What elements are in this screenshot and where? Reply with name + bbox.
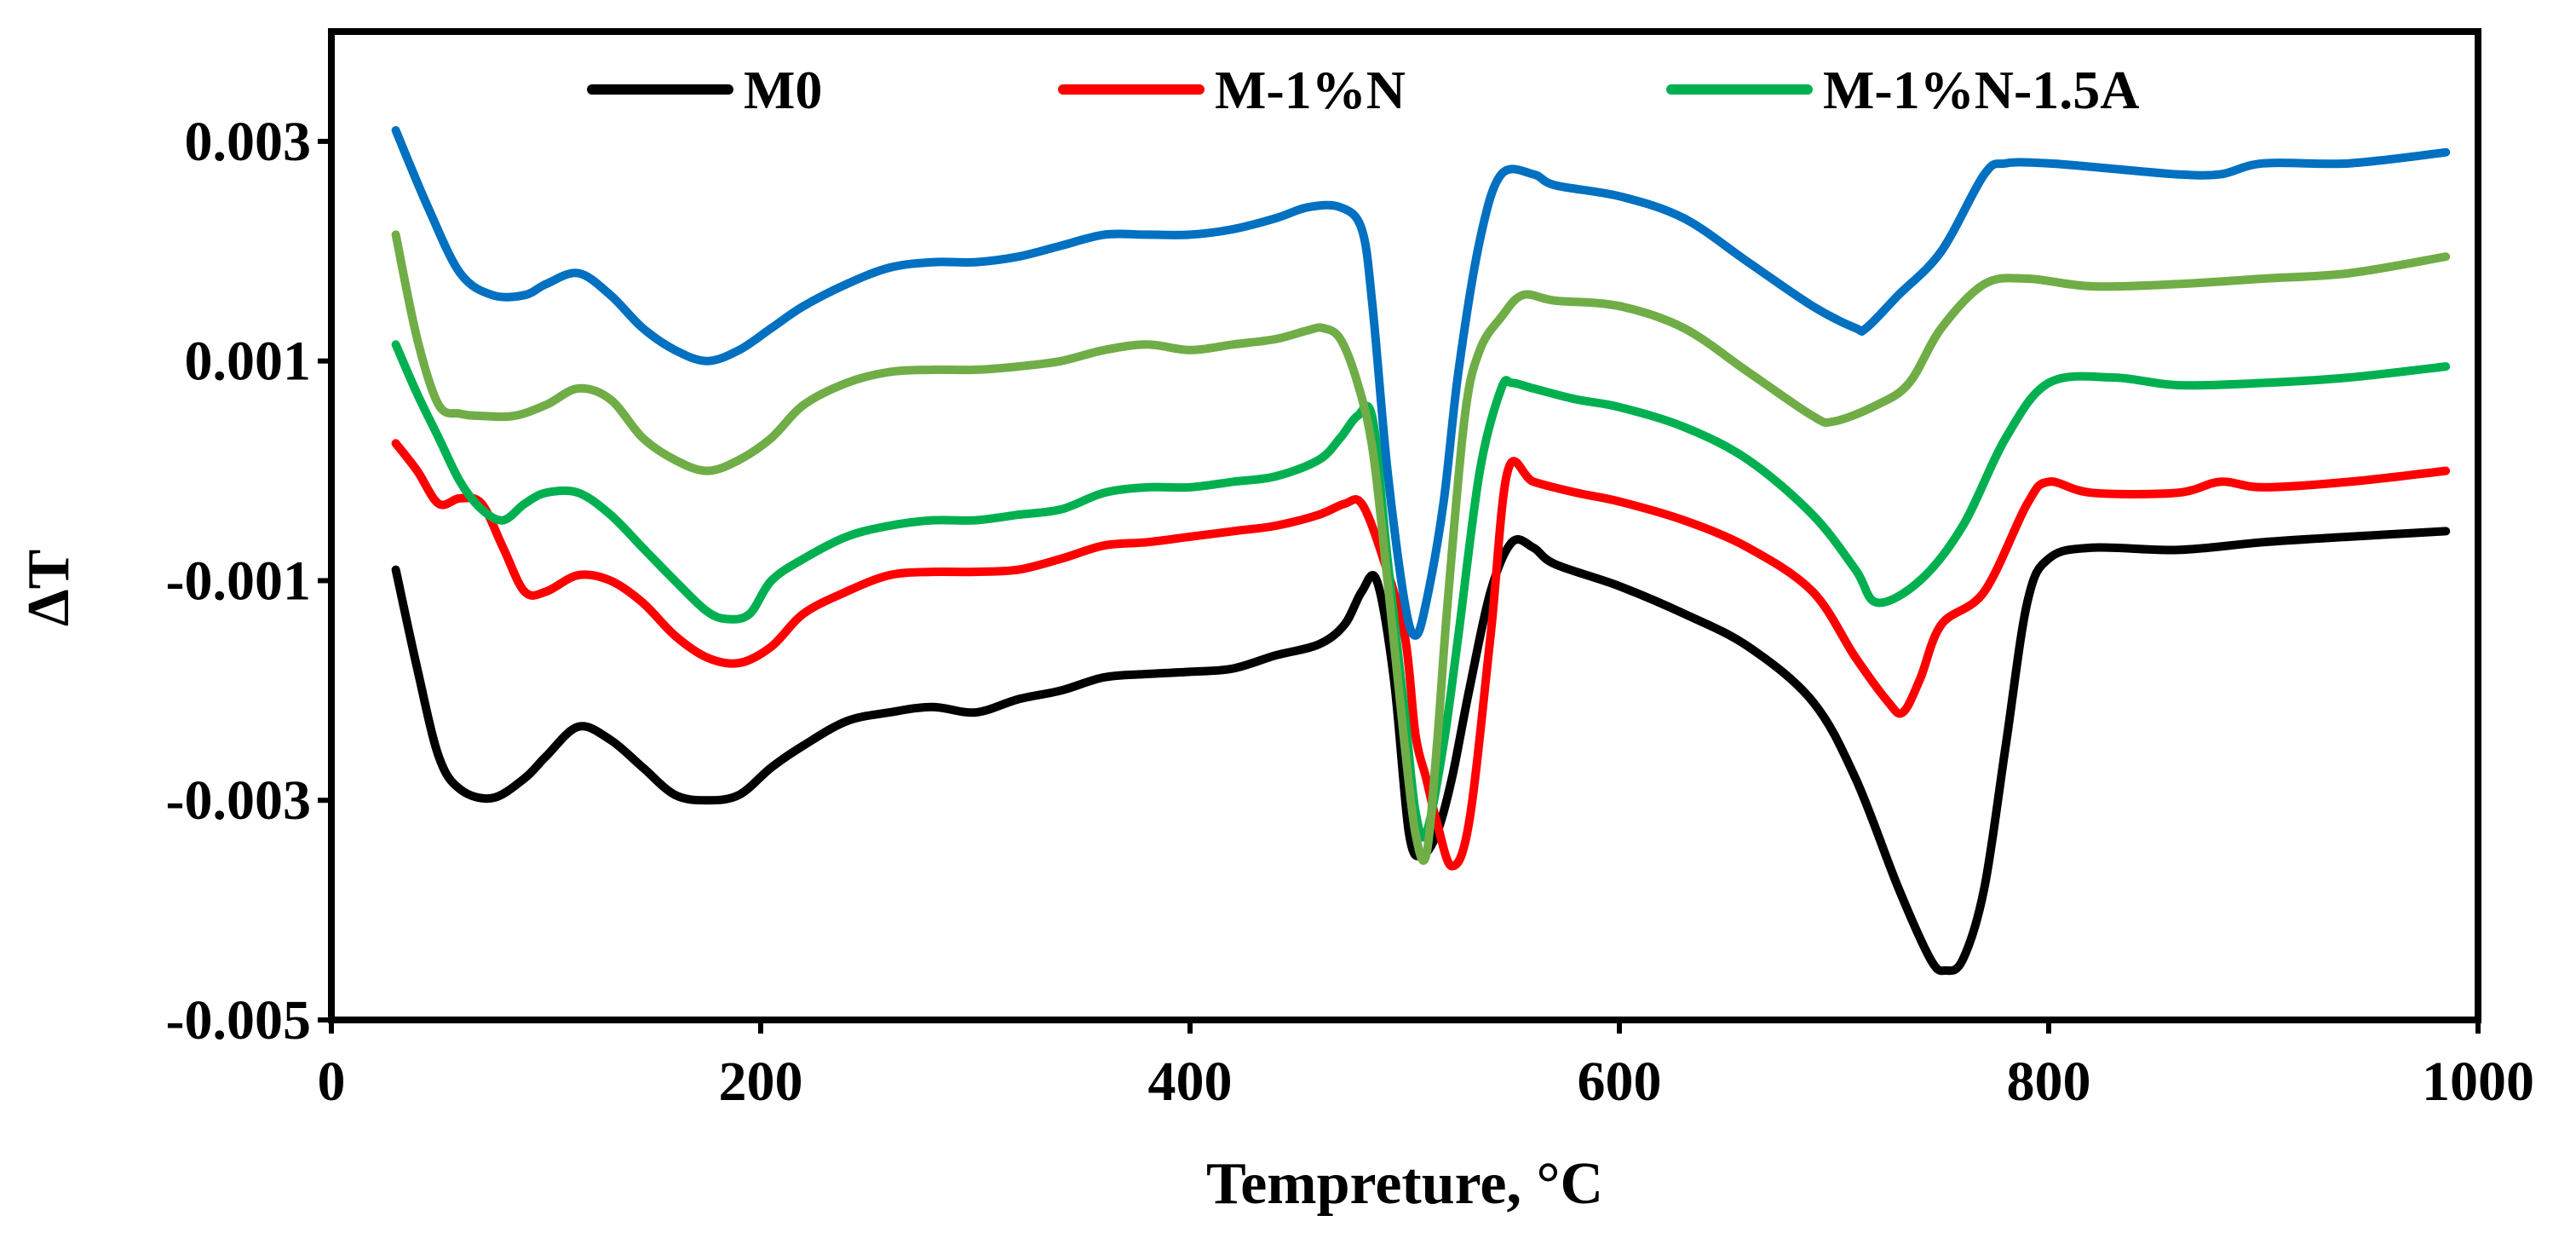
y-tick-label: -0.005 — [166, 989, 311, 1051]
legend-label: M-1%N — [1215, 60, 1406, 120]
axis-layer: -0.005 -0.003 -0.001 0.001 0.003 0 200 400 600 80… — [166, 111, 2534, 1113]
x-axis-title: Tempreture, °C — [1206, 1151, 1603, 1217]
series-line-curve-5 — [391, 126, 2451, 640]
series-line-m-1-n-1-5a — [391, 340, 2451, 842]
y-tick-label: 0.001 — [185, 331, 312, 393]
series-line-m0 — [391, 527, 2451, 976]
y-tick-label: -0.003 — [166, 769, 311, 832]
legend: M0 M-1%N M-1%N-1.5A — [587, 60, 2139, 120]
legend-label: M-1%N-1.5A — [1823, 60, 2139, 120]
x-tick-label: 400 — [1148, 1051, 1233, 1113]
series-line-m-1-n — [391, 439, 2451, 871]
y-tick-label: -0.001 — [166, 550, 311, 612]
y-axis-title: ΔT — [16, 550, 82, 627]
x-tick-label: 0 — [318, 1051, 346, 1113]
series-layer — [391, 126, 2451, 976]
x-tick-label: 800 — [2007, 1051, 2091, 1113]
x-tick-label: 600 — [1578, 1051, 1662, 1113]
series-line-curve-4 — [391, 230, 2451, 865]
y-tick-label: 0.003 — [185, 111, 312, 173]
legend-label: M0 — [744, 60, 822, 120]
plot-area-frame — [328, 28, 2481, 1023]
x-tick-label: 1000 — [2422, 1051, 2534, 1113]
x-tick-label: 200 — [719, 1051, 803, 1113]
